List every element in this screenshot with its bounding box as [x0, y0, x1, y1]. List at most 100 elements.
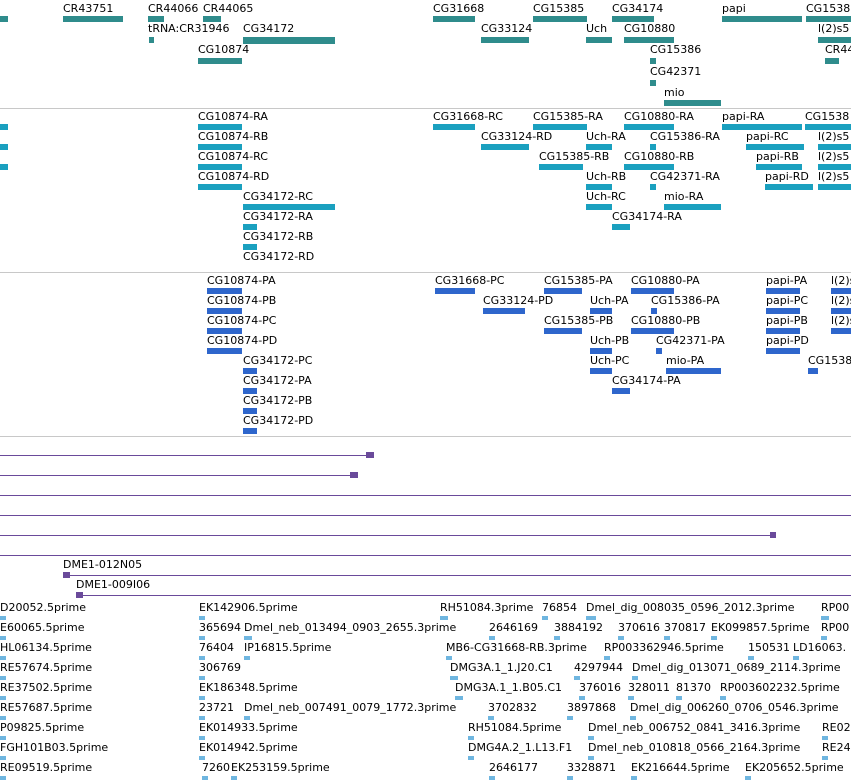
transcript-label[interactable]: CG10874-RD: [198, 170, 270, 183]
protein-feature[interactable]: [831, 288, 851, 294]
transcript-feature[interactable]: [198, 124, 242, 130]
est-label[interactable]: EK099857.5prime: [711, 621, 810, 634]
est-label[interactable]: DMG4A.2_1.L13.F1: [468, 741, 573, 754]
protein-feature[interactable]: [831, 328, 851, 334]
est-label[interactable]: RE37502.5prime: [0, 681, 93, 694]
est-feature[interactable]: [0, 676, 6, 680]
est-label[interactable]: P09825.5prime: [0, 721, 85, 734]
protein-feature[interactable]: [243, 388, 257, 394]
protein-feature[interactable]: [207, 308, 242, 314]
protein-feature[interactable]: [808, 368, 818, 374]
transcript-feature[interactable]: [433, 124, 475, 130]
est-feature[interactable]: [0, 736, 6, 740]
est-feature[interactable]: [542, 616, 548, 620]
est-feature[interactable]: [199, 636, 205, 640]
est-feature[interactable]: [199, 616, 205, 620]
protein-label[interactable]: CG15385-PB: [544, 314, 614, 327]
est-label[interactable]: RE57687.5prime: [0, 701, 93, 714]
est-feature[interactable]: [793, 656, 799, 660]
transcript-label[interactable]: CG10880-RB: [624, 150, 695, 163]
est-feature[interactable]: [489, 776, 495, 780]
protein-label[interactable]: CG34172-PD: [243, 414, 314, 427]
protein-label[interactable]: l(2)s: [831, 294, 851, 307]
transcript-label[interactable]: Uch-RC: [586, 190, 626, 203]
est-feature[interactable]: [822, 736, 828, 740]
gene-label[interactable]: CR44065: [203, 2, 254, 15]
est-label[interactable]: RE02: [822, 721, 851, 734]
protein-label[interactable]: papi-PA: [766, 274, 808, 287]
protein-label[interactable]: Uch-PB: [590, 334, 630, 347]
protein-feature[interactable]: [590, 348, 612, 354]
gene-label[interactable]: CG31668: [433, 2, 485, 15]
protein-feature[interactable]: [243, 368, 257, 374]
protein-label[interactable]: CG1538: [808, 354, 851, 367]
est-label[interactable]: 3702832: [488, 701, 537, 714]
est-feature[interactable]: [748, 656, 754, 660]
protein-feature[interactable]: [631, 328, 674, 334]
gene-feature[interactable]: [825, 58, 839, 64]
est-label[interactable]: 81370: [676, 681, 711, 694]
est-feature[interactable]: [676, 696, 682, 700]
clone-end[interactable]: [76, 592, 83, 598]
gene-label[interactable]: CG1538: [806, 2, 851, 15]
protein-label[interactable]: Uch-PC: [590, 354, 630, 367]
est-label[interactable]: EK216644.5prime: [631, 761, 730, 774]
est-label[interactable]: RH51084.5prime: [468, 721, 562, 734]
est-feature[interactable]: [244, 716, 250, 720]
est-label[interactable]: Dmel_neb_006752_0841_3416.3prime: [588, 721, 801, 734]
est-label[interactable]: EK014933.5prime: [199, 721, 298, 734]
est-feature[interactable]: [720, 696, 726, 700]
est-feature[interactable]: [0, 656, 6, 660]
transcript-label[interactable]: CG34172-RD: [243, 250, 315, 263]
est-label[interactable]: RP00: [821, 601, 850, 614]
protein-feature[interactable]: [766, 308, 800, 314]
gene-feature[interactable]: [63, 16, 123, 22]
est-label[interactable]: RE57674.5prime: [0, 661, 93, 674]
transcript-feature[interactable]: [756, 164, 802, 170]
protein-label[interactable]: CG15386-PA: [651, 294, 720, 307]
est-feature[interactable]: [199, 756, 205, 760]
est-feature[interactable]: [821, 616, 829, 620]
est-feature[interactable]: [468, 736, 474, 740]
est-feature[interactable]: [199, 736, 205, 740]
transcript-feature[interactable]: [0, 124, 8, 130]
gene-label[interactable]: l(2)s5: [818, 22, 850, 35]
est-feature[interactable]: [450, 676, 458, 680]
transcript-feature[interactable]: [586, 204, 612, 210]
transcript-feature[interactable]: [650, 184, 656, 190]
protein-label[interactable]: CG34174-PA: [612, 374, 681, 387]
est-label[interactable]: 328011: [628, 681, 670, 694]
est-feature[interactable]: [554, 636, 560, 640]
est-label[interactable]: 306769: [199, 661, 241, 674]
transcript-label[interactable]: l(2)s5: [818, 170, 850, 183]
protein-label[interactable]: CG34172-PC: [243, 354, 313, 367]
transcript-feature[interactable]: [198, 144, 242, 150]
transcript-label[interactable]: l(2)s5: [818, 150, 850, 163]
transcript-label[interactable]: papi-RD: [765, 170, 809, 183]
est-feature[interactable]: [0, 636, 6, 640]
transcript-label[interactable]: CG10874-RA: [198, 110, 268, 123]
est-feature[interactable]: [618, 636, 624, 640]
transcript-label[interactable]: CG15386-RA: [650, 130, 720, 143]
est-label[interactable]: MB6-CG31668-RB.3prime: [446, 641, 587, 654]
gene-feature[interactable]: [722, 16, 802, 22]
est-label[interactable]: 76854: [542, 601, 577, 614]
gene-label[interactable]: mio: [664, 86, 685, 99]
clone-line[interactable]: [0, 495, 851, 496]
transcript-label[interactable]: CG10880-RA: [624, 110, 694, 123]
est-feature[interactable]: [574, 676, 580, 680]
transcript-feature[interactable]: [650, 144, 656, 150]
transcript-feature[interactable]: [481, 144, 529, 150]
transcript-feature[interactable]: [612, 224, 630, 230]
transcript-feature[interactable]: [586, 144, 612, 150]
est-feature[interactable]: [664, 636, 670, 640]
est-feature[interactable]: [488, 716, 494, 720]
clone-line[interactable]: [0, 455, 372, 456]
est-label[interactable]: EK142906.5prime: [199, 601, 298, 614]
gene-label[interactable]: CR44: [825, 43, 851, 56]
protein-label[interactable]: papi-PC: [766, 294, 809, 307]
gene-label[interactable]: CG34172: [243, 22, 295, 35]
est-feature[interactable]: [630, 716, 636, 720]
clone-end[interactable]: [770, 532, 776, 538]
transcript-feature[interactable]: [722, 124, 802, 130]
